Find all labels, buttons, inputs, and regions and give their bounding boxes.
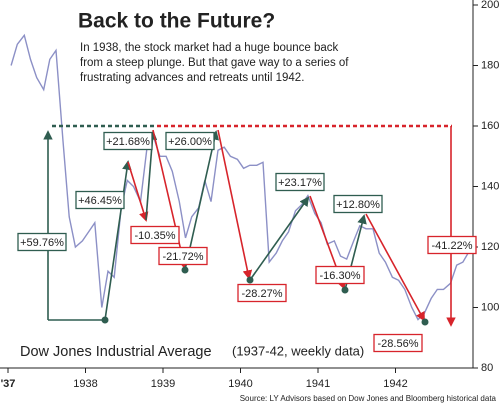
annotation-box	[427, 235, 477, 255]
x-tick-label: 1939	[151, 378, 175, 390]
arrow	[365, 213, 425, 322]
subtitle-line: In 1938, the stock market had a huge bou…	[80, 42, 339, 54]
x-tick-label: 1940	[228, 378, 252, 390]
annotation-label: +26.00%	[168, 136, 212, 148]
annotation-box	[373, 333, 423, 353]
annotation-box	[275, 172, 325, 192]
low-point	[341, 286, 349, 294]
annotation-label: -21.72%	[163, 251, 204, 263]
y-tick-label: 200	[481, 0, 499, 11]
annotation-label: +21.68%	[106, 136, 150, 148]
arrow	[127, 161, 149, 222]
plot-area: 80 100 120 140 160 180 200 '37 1938 1939 1940 1941 1…	[0, 0, 499, 390]
annotation-label: +23.17%	[278, 177, 322, 189]
low-point	[101, 316, 109, 324]
arrow	[152, 129, 188, 270]
annotation-box	[130, 225, 180, 245]
arrow	[249, 196, 310, 281]
subtitle-line: frustrating advances and retreats until …	[80, 72, 304, 84]
annotation-label: +12.80%	[336, 199, 380, 211]
annotation-label: +59.76%	[20, 237, 64, 249]
annotation-label: -41.22%	[432, 240, 473, 252]
annotation-label: -28.27%	[242, 288, 283, 300]
y-tick-label: 120	[481, 241, 499, 253]
annotation-box	[75, 190, 125, 210]
y-tick-label: 160	[481, 120, 499, 132]
low-point	[181, 266, 189, 274]
arrow	[217, 129, 253, 280]
y-tick-label: 80	[481, 362, 493, 374]
annotation-label: -28.56%	[378, 338, 419, 350]
annotation-box	[333, 194, 383, 214]
y-tick-label: 100	[481, 301, 499, 313]
annotation-box	[315, 265, 365, 285]
annotation-box	[17, 232, 67, 252]
x-tick-label: 1938	[73, 378, 97, 390]
annotation-box	[237, 283, 287, 303]
y-tick-label: 180	[481, 59, 499, 71]
annotation-box	[158, 246, 208, 266]
arrow	[104, 160, 132, 321]
series-note: (1937-42, weekly data)	[232, 343, 364, 358]
series-label: Dow Jones Industrial Average	[20, 344, 212, 360]
annotation-label: -16.30%	[320, 270, 361, 282]
x-tick-label: 1941	[306, 378, 330, 390]
price-line	[10, 33, 471, 321]
annotation-label: +46.45%	[78, 195, 122, 207]
chart-title: Back to the Future?	[78, 10, 275, 33]
low-point	[421, 318, 429, 326]
y-tick-label: 140	[481, 180, 499, 192]
x-tick-label: 1942	[383, 378, 407, 390]
annotation-label: -10.35%	[135, 230, 176, 242]
annotations: +59.76% +46.45% +21.68% -10.35% +26.00% -21.7…	[17, 124, 477, 353]
low-point	[246, 276, 254, 284]
title-bg	[72, 8, 287, 34]
subtitle-line: from a steep plunge. But that gave way t…	[80, 57, 349, 69]
source: Source: LY Advisors based on Dow Jones a…	[240, 394, 497, 403]
x-tick-label: '37	[1, 378, 16, 390]
annotation-box	[103, 131, 153, 151]
annotation-box	[165, 131, 215, 151]
